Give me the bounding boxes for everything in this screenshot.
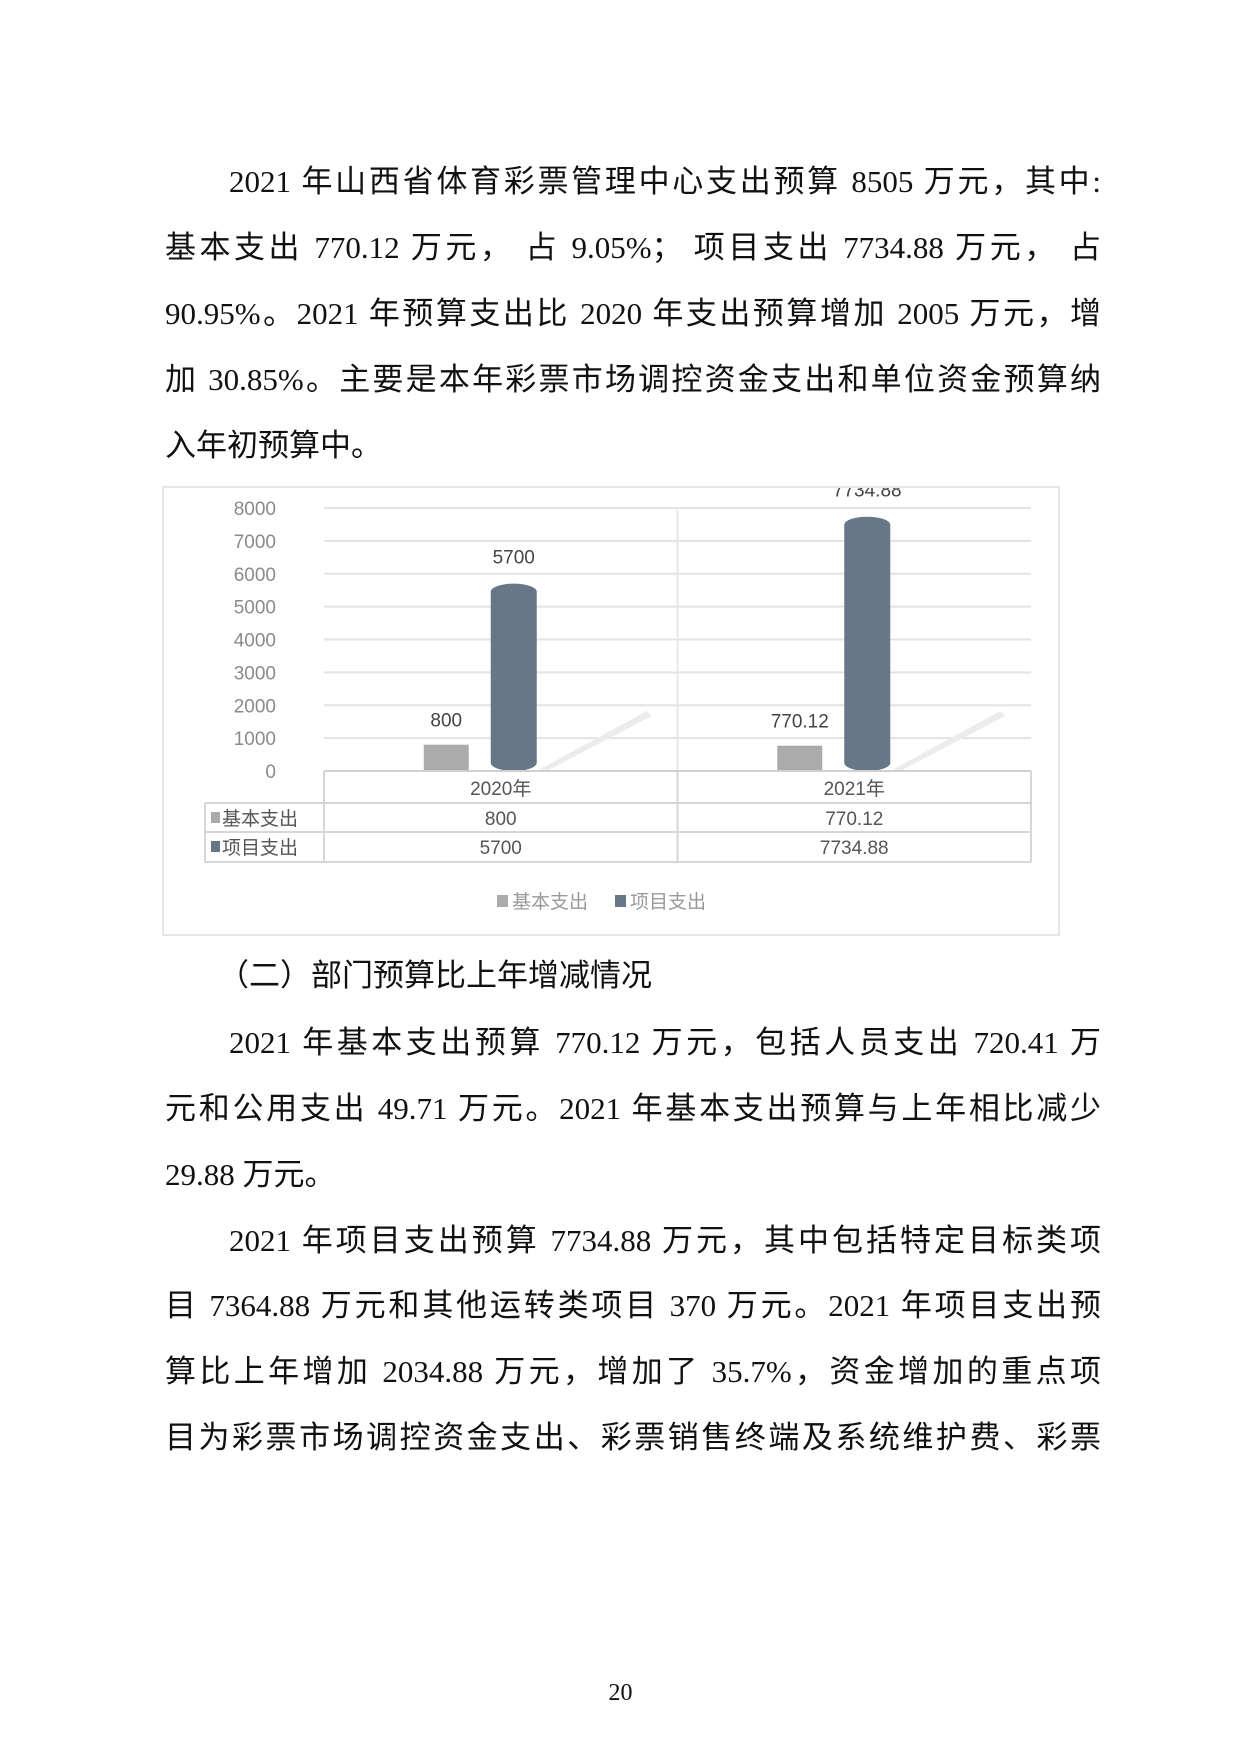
y-tick-label: 2000 [234,696,276,717]
text-line: 入年初预算中。 [165,428,382,463]
text-line: 2021 年基本支出预算 770.12 万元，包括人员支出 720.41 万 [229,1025,1101,1060]
y-tick-label: 4000 [234,631,276,652]
data-label: 5700 [493,548,535,569]
bar-project-2021年 [844,516,891,771]
legend-key-项目支出 [211,841,220,852]
legend-label: 基本支出 [512,891,588,913]
y-tick-label: 1000 [234,729,276,750]
table-cell: 7734.88 [820,838,889,859]
text-line: 目 7364.88 万元和其他运转类项目 370 万元。2021 年项目支出预 [165,1288,1101,1323]
legend-swatch [615,895,626,907]
text-line: 加 30.85%。主要是本年彩票市场调控资金支出和单位资金预算纳 [165,362,1101,397]
y-tick-label: 8000 [234,499,276,520]
table-row-label: 基本支出 [222,808,298,830]
page-number: 20 [608,1680,633,1706]
y-tick-label: 0 [265,762,276,783]
chart-svg: 0 1000 2000 3000 4000 5000 6000 7000 8000 800 5700… [204,481,1032,913]
text-line: 90.95%。2021 年预算支出比 2020 年支出预算增加 2005 万元，… [165,296,1101,331]
text-line: 基本支出 770.12 万元， 占 9.05%； 项目支出 7734.88 万元… [165,230,1101,265]
table-cell: 5700 [480,838,522,859]
data-label: 770.12 [771,712,829,733]
data-label: 7734.88 [833,488,902,502]
text-line: 2021 年项目支出预算 7734.88 万元，其中包括特定目标类项 [229,1223,1101,1258]
data-label: 800 [430,711,462,732]
text-line: 目为彩票市场调控资金支出、彩票销售终端及系统维护费、彩票 [165,1420,1101,1455]
text-line: 2021 年山西省体育彩票管理中心支出预算 8505 万元，其中: [229,164,1101,199]
bar-shadow [536,711,652,771]
text-line: 29.88 万元。 [165,1157,336,1192]
legend-label: 项目支出 [630,891,706,913]
category-label: 2021年 [824,778,885,800]
budget-chart: 0 1000 2000 3000 4000 5000 6000 7000 8000 800 5700… [162,481,1060,936]
y-tick-label: 3000 [234,663,276,684]
table-row-label: 项目支出 [222,837,298,859]
bar-project-2020年 [490,583,537,771]
y-tick-label: 7000 [234,532,276,553]
bar-basic-2020年 [423,744,469,771]
y-tick-label: 5000 [234,598,276,619]
legend-key-基本支出 [211,812,220,823]
text-line: 元和公用支出 49.71 万元。2021 年基本支出预算与上年相比减少 [165,1091,1101,1126]
section-heading: （二）部门预算比上年增减情况 [218,958,652,993]
legend-swatch [497,895,508,907]
bar-basic-2021年 [777,745,823,771]
table-cell: 800 [485,809,517,830]
text-line: 算比上年增加 2034.88 万元，增加了 35.7%，资金增加的重点项 [165,1354,1101,1389]
category-label: 2020年 [470,778,531,800]
table-cell: 770.12 [825,809,883,830]
y-tick-label: 6000 [234,565,276,586]
bar-shadow [890,711,1006,771]
